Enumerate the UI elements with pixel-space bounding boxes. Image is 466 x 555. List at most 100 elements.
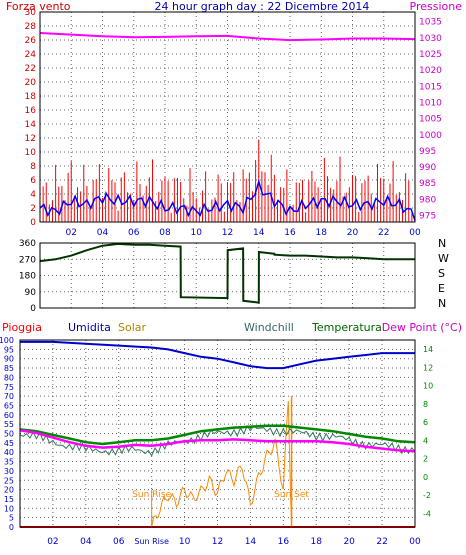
- x-tick-label: 02: [66, 228, 77, 238]
- y-tick-label: 10: [423, 382, 433, 391]
- x-tick-label: 14: [253, 228, 265, 238]
- y-tick-label: 0: [423, 473, 428, 482]
- x-tick-label: 04: [80, 537, 92, 547]
- windchill-label: Windchill: [244, 321, 294, 334]
- plot-frame: [19, 339, 416, 528]
- y-tick-label: 100: [0, 336, 14, 345]
- y-tick-label: 270: [19, 255, 36, 265]
- y-tick-label: 985: [419, 179, 436, 189]
- y-tick-label: 35: [4, 458, 14, 467]
- x-tick-label: 08: [159, 228, 171, 238]
- y-tick-label: 360: [19, 239, 36, 249]
- plot-frame: [39, 11, 416, 223]
- humidity-line: [20, 340, 415, 370]
- pressure-line: [39, 32, 416, 42]
- y-tick-label: 0: [30, 218, 36, 228]
- y-tick-label: 22: [25, 64, 36, 74]
- y-tick-label: 30: [4, 467, 14, 476]
- y-tick-label: 180: [19, 272, 36, 282]
- pressure-label: Pressione: [410, 0, 463, 13]
- y-tick-label: 990: [419, 163, 436, 173]
- x-tick-label: 20: [343, 537, 355, 547]
- x-tick-label: 16: [284, 228, 296, 238]
- temperature-label: Temperatura: [311, 321, 382, 334]
- wind-direction-line: [39, 242, 415, 304]
- y-tick-label: 1005: [419, 115, 442, 125]
- x-tick-label: 10: [191, 228, 203, 238]
- y-tick-label: 25: [4, 476, 14, 485]
- y-tick-label: 6: [30, 176, 36, 186]
- y-tick-label: 75: [4, 383, 14, 392]
- x-tick-label: 22: [378, 228, 389, 238]
- x-tick-label: 06: [128, 228, 140, 238]
- y-tick-label: 12: [25, 134, 36, 144]
- x-tick-label: 02: [47, 537, 58, 547]
- y-tick-label: 14: [25, 120, 37, 130]
- temperature-line: [19, 424, 416, 446]
- x-tick-label: 14: [245, 537, 257, 547]
- y-tick-label: 26: [25, 36, 37, 46]
- x-tick-label: 18: [316, 228, 328, 238]
- y-tick-label: 4: [423, 436, 428, 445]
- y-tick-label: 2: [423, 455, 428, 464]
- compass-label: N: [438, 297, 446, 310]
- chart-title: 24 hour graph day : 22 Dicembre 2014: [155, 0, 370, 13]
- temperature-humidity-panel: 0510152025303540455055606570758085909510…: [0, 336, 433, 547]
- y-tick-label: 4: [30, 190, 36, 200]
- y-tick-label: 1035: [419, 18, 442, 28]
- y-tick-label: 18: [25, 92, 37, 102]
- y-tick-label: 1000: [419, 131, 442, 141]
- x-tick-label: 12: [222, 228, 233, 238]
- compass-label: N: [438, 237, 446, 250]
- x-tick-label: 00: [409, 537, 421, 547]
- y-tick-label: 90: [25, 288, 37, 298]
- y-tick-label: 0: [30, 304, 36, 314]
- windchill-line: [19, 424, 416, 457]
- dewpoint-line: [19, 429, 416, 453]
- x-tick-label: 12: [212, 537, 223, 547]
- x-tick-label: 18: [311, 537, 323, 547]
- x-tick-label: 06: [113, 537, 125, 547]
- y-tick-label: 60: [4, 411, 14, 420]
- y-tick-label: -2: [423, 491, 431, 500]
- y-tick-label: 50: [4, 430, 14, 439]
- y-tick-label: 0: [9, 523, 14, 532]
- y-tick-label: 1020: [419, 66, 442, 76]
- x-tick-label: 04: [97, 228, 109, 238]
- y-tick-label: 980: [419, 195, 436, 205]
- solar-line: [151, 401, 293, 528]
- y-tick-label: 95: [4, 345, 14, 354]
- y-tick-label: 975: [419, 212, 436, 222]
- y-tick-label: 1030: [419, 34, 442, 44]
- y-tick-label: 14: [423, 345, 433, 354]
- y-tick-label: 20: [25, 78, 37, 88]
- x-tick-label: 10: [179, 537, 191, 547]
- y-tick-label: 5: [9, 514, 14, 523]
- y-tick-label: 8: [423, 400, 428, 409]
- sunset-label: Sun Set: [274, 490, 309, 500]
- y-tick-label: 28: [25, 22, 37, 32]
- y-tick-label: 1010: [419, 98, 442, 108]
- wind-avg-line: [39, 178, 416, 221]
- wind-force-label: Forza vento: [6, 0, 71, 13]
- compass-label: S: [438, 267, 445, 280]
- humidity-label: Umidita: [68, 321, 111, 334]
- y-tick-label: 15: [4, 495, 14, 504]
- x-tick-label: Sun Rise: [134, 537, 169, 546]
- x-tick-label: 20: [347, 228, 359, 238]
- y-tick-label: 6: [423, 418, 428, 427]
- y-tick-label: 12: [423, 363, 433, 372]
- y-tick-label: 45: [4, 439, 14, 448]
- y-tick-label: 1015: [419, 82, 442, 92]
- y-tick-label: 20: [4, 486, 14, 495]
- y-tick-label: 55: [4, 420, 14, 429]
- rain-label: Pioggia: [2, 321, 42, 334]
- wind-pressure-panel: 0246810121416182022242628309759809859909…: [25, 8, 443, 238]
- dewpoint-label: Dew Point (°C): [382, 321, 462, 334]
- x-tick-label: 22: [376, 537, 387, 547]
- x-tick-label: 16: [278, 537, 290, 547]
- compass-label: E: [438, 282, 445, 295]
